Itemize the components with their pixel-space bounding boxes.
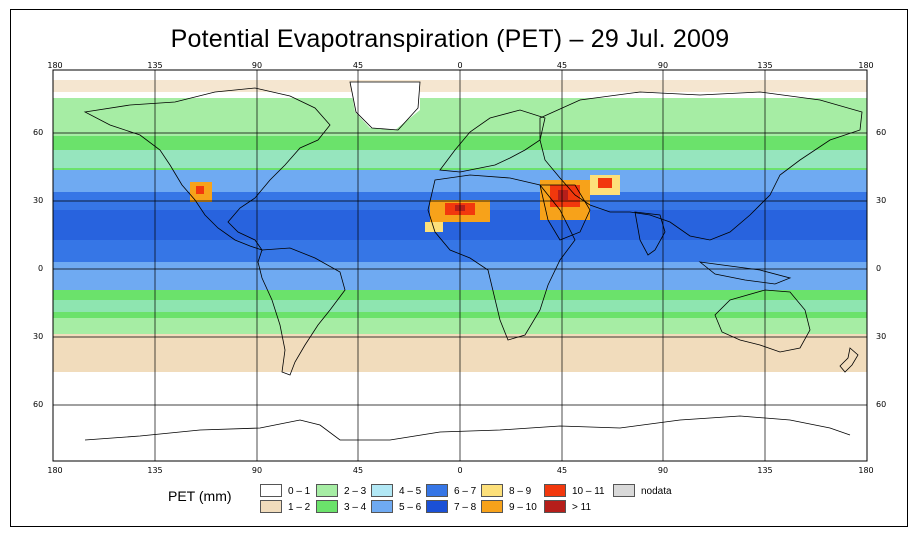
legend-label: 9 – 10: [509, 502, 537, 513]
lat-tick-right: 60: [876, 128, 887, 137]
graticule: [53, 70, 867, 461]
coast-arabia: [539, 184, 591, 241]
lon-tick-bottom: 135: [147, 466, 163, 475]
lat-tick-left: 60: [33, 400, 44, 409]
legend-swatch: [613, 484, 635, 497]
coast-new-zealand: [839, 347, 859, 373]
legend-swatch: [544, 484, 566, 497]
lon-tick-bottom: 45: [556, 466, 568, 475]
lon-tick-top: 180: [47, 61, 63, 70]
greenland-fill: [350, 82, 420, 130]
legend-swatch: [371, 500, 393, 513]
legend-label: nodata: [641, 486, 672, 497]
coast-india: [634, 211, 666, 256]
legend-swatch: [544, 500, 566, 513]
lon-tick-top: 90: [251, 61, 263, 70]
legend-label: 8 – 9: [509, 486, 532, 497]
legend-label: 4 – 5: [399, 486, 422, 497]
legend-swatch: [316, 484, 338, 497]
hot-west-africa: [425, 222, 443, 232]
lon-tick-top: 45: [556, 61, 568, 70]
lat-tick-right: 60: [876, 400, 887, 409]
legend-label: 5 – 6: [399, 502, 422, 513]
legend-label: 3 – 4: [344, 502, 367, 513]
legend-label: > 11: [572, 502, 591, 513]
legend-swatch: [260, 500, 282, 513]
coast-north-america: [83, 87, 331, 251]
legend-title: PET (mm): [168, 488, 232, 504]
lon-tick-bottom: 90: [657, 466, 669, 475]
lon-tick-bottom: 0: [457, 466, 463, 475]
legend-label: 2 – 3: [344, 486, 367, 497]
coast-australia: [714, 289, 811, 353]
lat-tick-right: 30: [876, 332, 887, 341]
lat-tick-left: 0: [38, 264, 44, 273]
legend-swatch: [426, 500, 448, 513]
lat-tick-right: 30: [876, 196, 887, 205]
legend-label: 7 – 8: [454, 502, 477, 513]
lat-tick-right: 0: [876, 264, 882, 273]
legend-swatch: [481, 500, 503, 513]
legend-swatch: [371, 484, 393, 497]
lon-tick-bottom: 45: [352, 466, 364, 475]
lon-tick-top: 45: [352, 61, 364, 70]
legend-swatch: [426, 484, 448, 497]
coast-greenland: [349, 81, 421, 131]
coast-indonesia: [698, 261, 792, 285]
lon-tick-bottom: 90: [251, 466, 263, 475]
lon-tick-top: 180: [858, 61, 874, 70]
legend-swatch: [260, 484, 282, 497]
legend-label: 1 – 2: [288, 502, 311, 513]
lon-tick-bottom: 135: [757, 466, 773, 475]
hot-sw-usa-core: [196, 186, 204, 194]
lat-tick-left: 30: [33, 332, 44, 341]
lon-tick-top: 135: [757, 61, 773, 70]
lat-tick-left: 30: [33, 196, 44, 205]
coast-asia: [539, 91, 863, 241]
legend-swatch: [316, 500, 338, 513]
lon-tick-top: 90: [657, 61, 669, 70]
coast-antarctica: [84, 415, 851, 441]
legend-swatch: [481, 484, 503, 497]
coastlines: [83, 81, 863, 441]
lat-tick-left: 60: [33, 128, 44, 137]
legend-label: 0 – 1: [288, 486, 311, 497]
hot-arabia-peak: [558, 190, 568, 200]
figure-title: Potential Evapotranspiration (PET) – 29 …: [170, 25, 730, 53]
lon-tick-top: 0: [457, 61, 463, 70]
lon-tick-bottom: 180: [858, 466, 874, 475]
map-border: [52, 69, 868, 462]
legend-label: 10 – 11: [572, 486, 605, 497]
lon-tick-bottom: 180: [47, 466, 63, 475]
lon-tick-top: 135: [147, 61, 163, 70]
legend-label: 6 – 7: [454, 486, 477, 497]
coast-south-america: [257, 247, 346, 376]
hot-iran-core: [598, 178, 612, 188]
